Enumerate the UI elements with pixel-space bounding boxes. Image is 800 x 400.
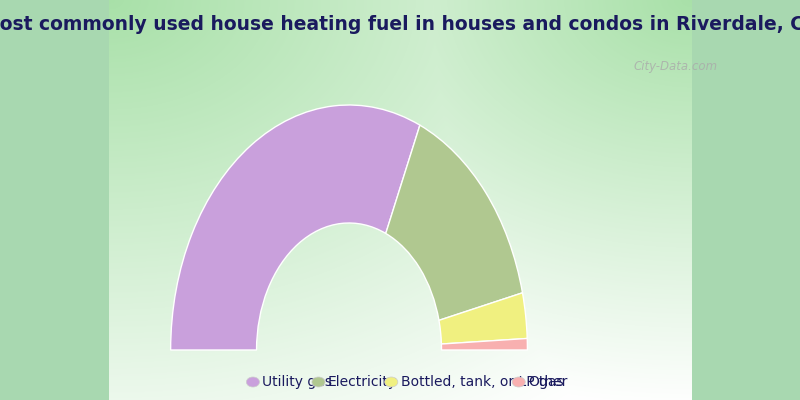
Text: Electricity: Electricity [328, 375, 397, 389]
Ellipse shape [312, 377, 325, 387]
Ellipse shape [246, 377, 259, 387]
Ellipse shape [385, 377, 398, 387]
Wedge shape [439, 293, 527, 344]
Text: Bottled, tank, or LP gas: Bottled, tank, or LP gas [401, 375, 563, 389]
Wedge shape [170, 105, 420, 350]
Text: Utility gas: Utility gas [262, 375, 332, 389]
Text: Most commonly used house heating fuel in houses and condos in Riverdale, CA: Most commonly used house heating fuel in… [0, 15, 800, 34]
Text: City-Data.com: City-Data.com [633, 60, 717, 73]
Wedge shape [386, 125, 522, 320]
Text: Other: Other [528, 375, 567, 389]
Ellipse shape [512, 377, 526, 387]
Wedge shape [442, 338, 527, 350]
